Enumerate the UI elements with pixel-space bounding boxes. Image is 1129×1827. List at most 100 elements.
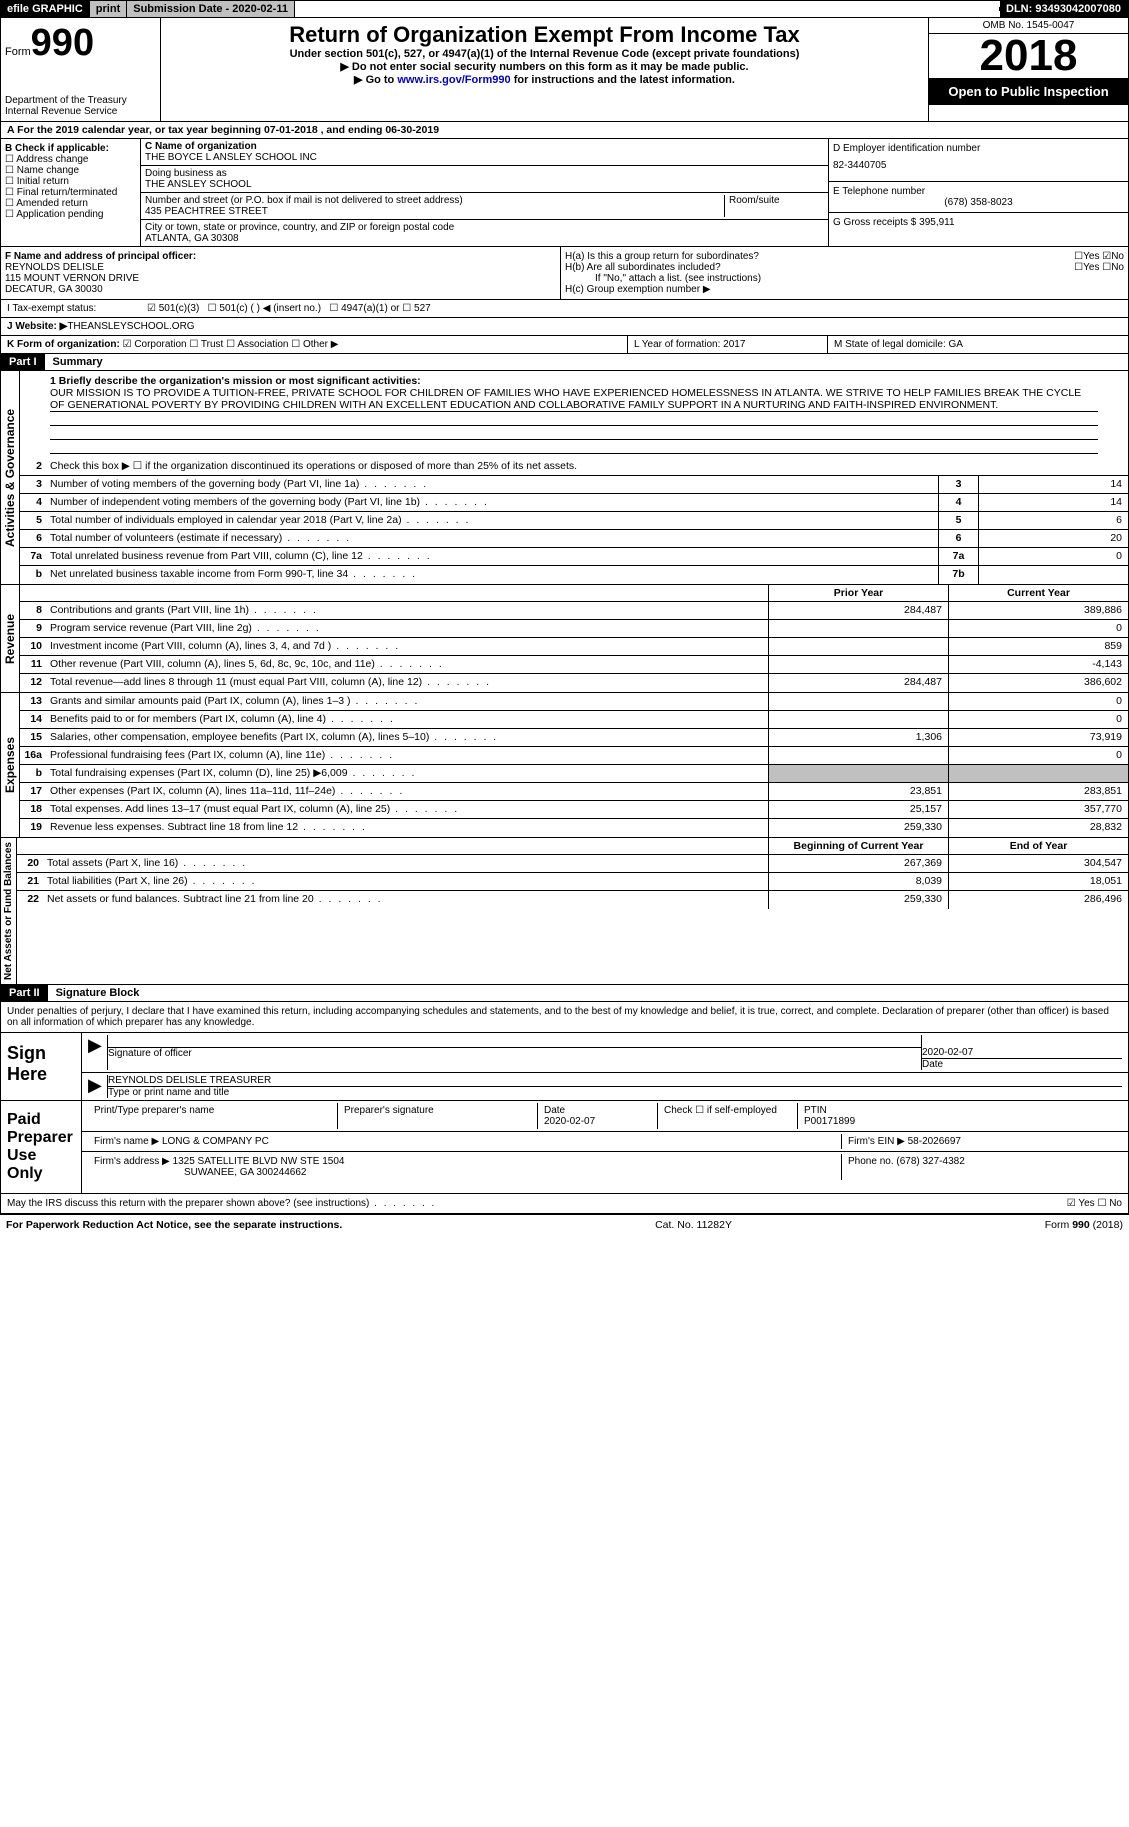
mission-text: OUR MISSION IS TO PROVIDE A TUITION-FREE…: [50, 387, 1098, 412]
self-employed-check[interactable]: Check ☐ if self-employed: [658, 1103, 798, 1129]
prior-year-hdr: Prior Year: [768, 585, 948, 601]
cb-other[interactable]: ☐ Other ▶: [291, 339, 338, 350]
irs-link[interactable]: www.irs.gov/Form990: [397, 74, 510, 86]
current-year-hdr: Current Year: [948, 585, 1128, 601]
footer-left: For Paperwork Reduction Act Notice, see …: [6, 1219, 342, 1231]
exp-side-label: Expenses: [1, 693, 20, 837]
cb-name-change[interactable]: ☐ Name change: [5, 165, 136, 176]
cb-final-return[interactable]: ☐ Final return/terminated: [5, 187, 136, 198]
cb-527[interactable]: ☐ 527: [402, 303, 430, 314]
firm-name: Firm's name ▶ LONG & COMPANY PC: [88, 1134, 842, 1149]
box-c: C Name of organization THE BOYCE L ANSLE…: [141, 139, 828, 246]
cb-501c3[interactable]: ☑ 501(c)(3): [147, 303, 199, 314]
open-inspection: Open to Public Inspection: [929, 78, 1128, 105]
line-17-text: Other expenses (Part IX, column (A), lin…: [46, 783, 768, 800]
netassets-block: Net Assets or Fund Balances Beginning of…: [0, 838, 1129, 985]
box-k: K Form of organization: ☑ Corporation ☐ …: [1, 336, 628, 353]
line-b-text: Net unrelated business taxable income fr…: [46, 566, 938, 584]
subtitle-2: ▶ Do not enter social security numbers o…: [165, 60, 924, 73]
website: THEANSLEYSCHOOL.ORG: [67, 321, 194, 332]
title-box: Return of Organization Exempt From Incom…: [161, 18, 928, 121]
hb-label: H(b) Are all subordinates included?: [565, 262, 721, 273]
cb-address-change[interactable]: ☐ Address change: [5, 154, 136, 165]
form-header: Form990 Department of the Treasury Inter…: [0, 18, 1129, 122]
box-m: M State of legal domicile: GA: [828, 336, 1128, 353]
gross-receipts: 395,911: [919, 217, 954, 228]
line-9-text: Program service revenue (Part VIII, line…: [46, 620, 768, 637]
website-row: J Website: ▶ THEANSLEYSCHOOL.ORG: [0, 318, 1129, 336]
form-number: 990: [31, 22, 94, 64]
firm-address: Firm's address ▶ 1325 SATELLITE BLVD NW …: [88, 1154, 842, 1180]
beg-year-hdr: Beginning of Current Year: [768, 838, 948, 854]
line-12-text: Total revenue—add lines 8 through 11 (mu…: [46, 674, 768, 692]
discuss-label: May the IRS discuss this return with the…: [7, 1198, 436, 1209]
website-label: J Website: ▶: [7, 321, 67, 332]
form-word: Form: [5, 46, 31, 58]
tax-label: I Tax-exempt status:: [7, 303, 147, 314]
efile-label: efile GRAPHIC: [1, 1, 90, 17]
sig-officer-label: Signature of officer: [108, 1047, 921, 1059]
line-2: Check this box ▶ ☐ if the organization d…: [46, 458, 1128, 475]
hb-note: If "No," attach a list. (see instruction…: [565, 273, 1124, 284]
cb-initial-return[interactable]: ☐ Initial return: [5, 176, 136, 187]
ein-label: D Employer identification number: [833, 143, 1124, 154]
rev-side-label: Revenue: [1, 585, 20, 692]
line-6-text: Total number of volunteers (estimate if …: [46, 530, 938, 547]
arrow-icon-2: ▶: [88, 1075, 108, 1098]
expenses-block: Expenses 13Grants and similar amounts pa…: [0, 693, 1129, 838]
dln-label: DLN: 93493042007080: [1000, 1, 1128, 17]
signature-block: Under penalties of perjury, I declare th…: [0, 1002, 1129, 1214]
sig-date: 2020-02-07: [922, 1047, 1122, 1058]
tax-status-row: I Tax-exempt status: ☑ 501(c)(3) ☐ 501(c…: [0, 300, 1129, 318]
street-label: Number and street (or P.O. box if mail i…: [145, 195, 724, 206]
cb-4947[interactable]: ☐ 4947(a)(1) or: [329, 303, 399, 314]
box-b: B Check if applicable: ☐ Address change …: [1, 139, 141, 246]
spacer: [295, 7, 1000, 11]
mission-section: 1 Briefly describe the organization's mi…: [20, 371, 1128, 458]
hc-label: H(c) Group exemption number ▶: [565, 284, 1124, 295]
line-15-text: Salaries, other compensation, employee b…: [46, 729, 768, 746]
ptin: PTINP00171899: [798, 1103, 1122, 1129]
page-footer: For Paperwork Reduction Act Notice, see …: [0, 1214, 1129, 1235]
box-d-e-g: D Employer identification number 82-3440…: [828, 139, 1128, 246]
print-button[interactable]: print: [90, 1, 127, 17]
k-l-m-row: K Form of organization: ☑ Corporation ☐ …: [0, 336, 1129, 354]
cb-501c[interactable]: ☐ 501(c) ( ) ◀ (insert no.): [208, 303, 321, 314]
governance-block: Activities & Governance 1 Briefly descri…: [0, 371, 1129, 585]
line-8-text: Contributions and grants (Part VIII, lin…: [46, 602, 768, 619]
calendar-year-row: A For the 2019 calendar year, or tax yea…: [0, 122, 1129, 139]
part1-title: Summary: [45, 354, 111, 370]
prep-sig-label: Preparer's signature: [338, 1103, 538, 1129]
line-b-text: Total fundraising expenses (Part IX, col…: [46, 765, 768, 782]
subtitle-3: ▶ Go to www.irs.gov/Form990 for instruct…: [165, 73, 924, 86]
part2-title: Signature Block: [48, 985, 148, 1001]
end-year-hdr: End of Year: [948, 838, 1128, 854]
line-20-text: Total assets (Part X, line 16): [43, 855, 768, 872]
phone: (678) 358-8023: [833, 197, 1124, 208]
cb-corp[interactable]: ☑ Corporation: [123, 339, 187, 350]
line-14-text: Benefits paid to or for members (Part IX…: [46, 711, 768, 728]
declaration: Under penalties of perjury, I declare th…: [1, 1002, 1128, 1033]
cb-assoc[interactable]: ☐ Association: [226, 339, 288, 350]
subtitle-1: Under section 501(c), 527, or 4947(a)(1)…: [165, 48, 924, 60]
line-10-text: Investment income (Part VIII, column (A)…: [46, 638, 768, 655]
org-name-label: C Name of organization: [145, 141, 824, 152]
cb-pending[interactable]: ☐ Application pending: [5, 209, 136, 220]
discuss-row: May the IRS discuss this return with the…: [1, 1194, 1128, 1213]
cb-amended[interactable]: ☐ Amended return: [5, 198, 136, 209]
footer-right: Form 990 (2018): [1045, 1219, 1123, 1231]
ha-answer: ☐Yes ☑No: [1074, 251, 1124, 262]
hb-answer: ☐Yes ☐No: [1074, 262, 1124, 273]
prep-date: Date2020-02-07: [538, 1103, 658, 1129]
dba-label: Doing business as: [145, 168, 824, 179]
sign-here-label: Sign Here: [1, 1033, 81, 1100]
form-title: Return of Organization Exempt From Incom…: [165, 22, 924, 48]
part1-header: Part I Summary: [0, 354, 1129, 371]
date-label: Date: [922, 1058, 1122, 1070]
submission-date: Submission Date - 2020-02-11: [127, 1, 295, 17]
revenue-block: Revenue Prior Year Current Year 8Contrib…: [0, 585, 1129, 693]
cb-trust[interactable]: ☐ Trust: [189, 339, 223, 350]
dba-name: THE ANSLEY SCHOOL: [145, 179, 824, 190]
room-label: Room/suite: [724, 195, 824, 217]
line-18-text: Total expenses. Add lines 13–17 (must eq…: [46, 801, 768, 818]
